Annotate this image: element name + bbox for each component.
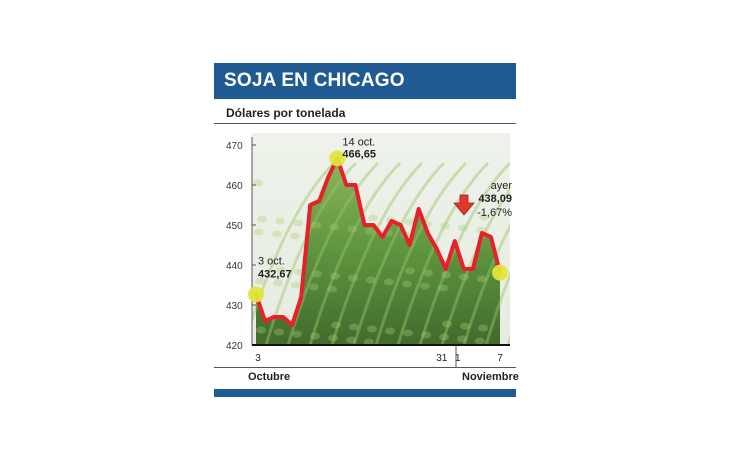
- annotation-label: 14 oct.: [342, 136, 375, 148]
- x-tick-label: 3: [255, 353, 261, 364]
- annotation-value: 432,67: [258, 268, 292, 280]
- chart-panel: SOJA EN CHICAGO Dólares por tonelada 420…: [214, 63, 519, 397]
- x-tick-label: 31: [436, 353, 448, 364]
- annotation-label: ayer: [491, 180, 513, 192]
- footer-bar: [214, 389, 516, 397]
- x-tick-label: 1: [455, 353, 461, 364]
- x-axis: 3 31 1 7: [252, 344, 510, 368]
- divider: [214, 367, 516, 368]
- y-tick-label: 420: [226, 341, 243, 352]
- unit-label: Dólares por tonelada: [226, 106, 346, 120]
- divider: [214, 123, 516, 124]
- chart-title: SOJA EN CHICAGO: [224, 70, 405, 91]
- y-tick-label: 450: [226, 221, 243, 232]
- month-label-november: Noviembre: [462, 371, 519, 383]
- annotation-change: -1,67%: [477, 207, 512, 219]
- highlight-point: [248, 286, 264, 303]
- y-tick-label: 460: [226, 181, 243, 192]
- soybean-field-image: [252, 133, 510, 345]
- y-axis: 420 430 440 450 460 470: [226, 137, 256, 352]
- annotation-value: 466,65: [342, 148, 376, 160]
- highlight-point: [492, 264, 508, 281]
- y-tick-label: 430: [226, 301, 243, 312]
- arrow-down-icon: [453, 194, 475, 216]
- title-bar: SOJA EN CHICAGO: [214, 63, 516, 99]
- price-series: [254, 156, 502, 327]
- highlight-point: [329, 150, 346, 167]
- month-label-october: Octubre: [248, 371, 291, 383]
- y-tick-label: 440: [226, 261, 243, 272]
- x-tick-label: 7: [497, 353, 503, 364]
- annotation-value: 438,09: [478, 193, 512, 205]
- annotation-label: 3 oct.: [258, 255, 285, 267]
- y-tick-label: 470: [226, 141, 243, 152]
- price-line: [254, 156, 502, 327]
